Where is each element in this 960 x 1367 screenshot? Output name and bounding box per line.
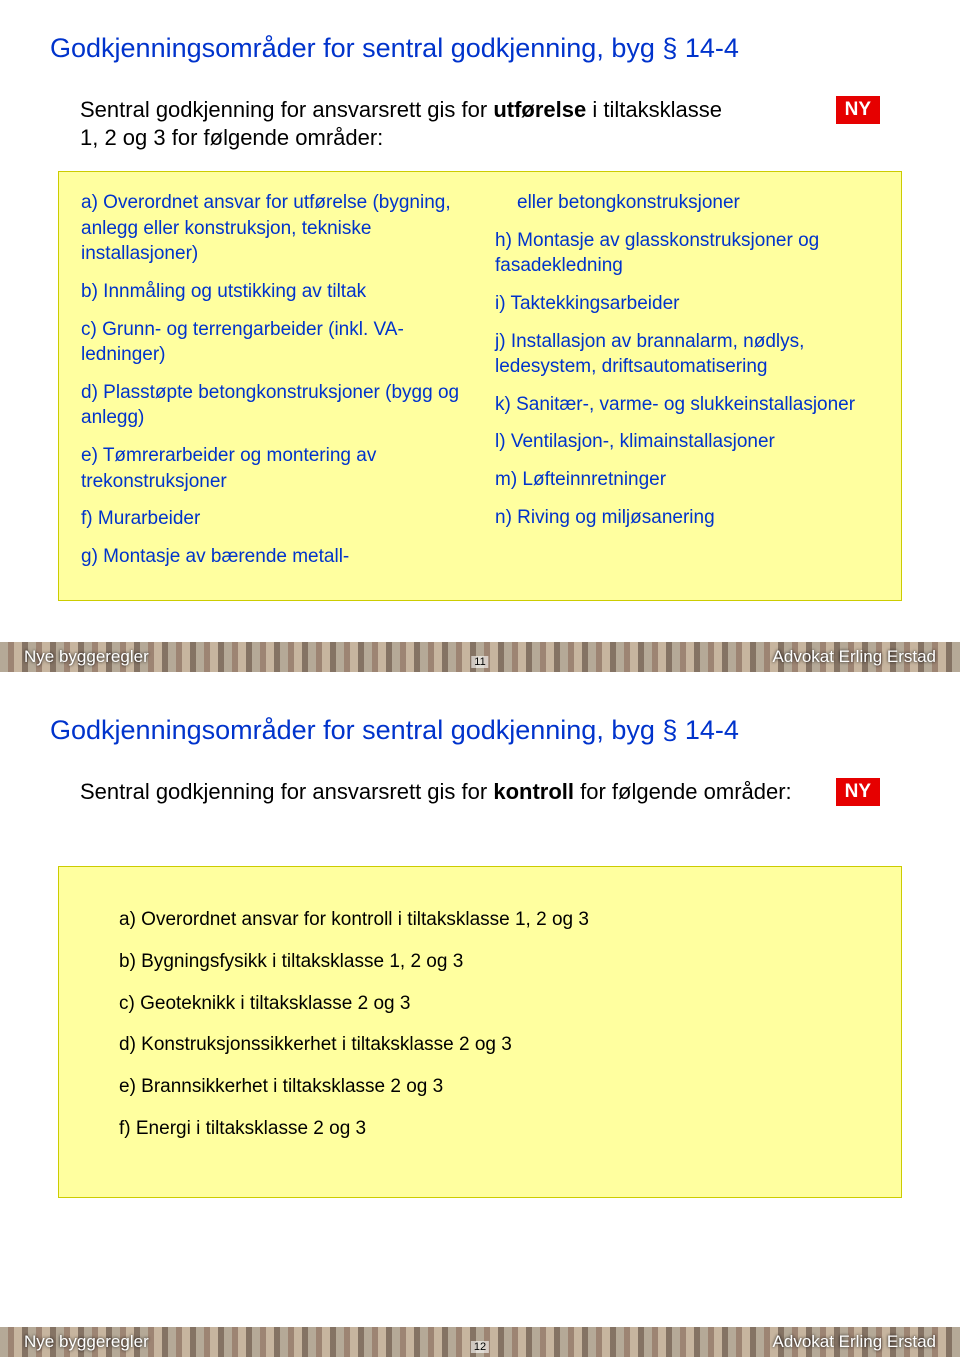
page-number: 12 — [471, 1341, 489, 1353]
intro-pre: Sentral godkjenning for ansvarsrett gis … — [80, 97, 493, 122]
intro-text: Sentral godkjenning for ansvarsrett gis … — [80, 96, 826, 153]
item-a: a) Overordnet ansvar for kontroll i tilt… — [119, 907, 873, 933]
item-d: d) Konstruksjonssikkerhet i tiltaksklass… — [119, 1032, 873, 1058]
slide-1: Godkjenningsområder for sentral godkjenn… — [0, 0, 960, 682]
item-g-cont: eller betongkonstruksjoner — [495, 190, 879, 216]
item-h: h) Montasje av glasskonstruksjoner og fa… — [495, 228, 879, 279]
item-a: a) Overordnet ansvar for utførelse (bygn… — [81, 190, 465, 267]
intro-post1: i tiltaksklasse — [586, 97, 722, 122]
item-b: b) Bygningsfysikk i tiltaksklasse 1, 2 o… — [119, 949, 873, 975]
item-c: c) Grunn- og terrengarbeider (inkl. VA-l… — [81, 317, 465, 368]
intro-line2: 1, 2 og 3 for følgende områder: — [80, 125, 383, 150]
intro-bold: utførelse — [493, 97, 586, 122]
item-g: g) Montasje av bærende metall- — [81, 544, 465, 570]
item-m: m) Løfteinnretninger — [495, 467, 879, 493]
item-e: e) Tømrerarbeider og montering av trekon… — [81, 443, 465, 494]
footer-left: Nye byggeregler — [24, 647, 149, 667]
footer-left: Nye byggeregler — [24, 1332, 149, 1352]
slide-title: Godkjenningsområder for sentral godkjenn… — [50, 32, 870, 66]
intro-row: Sentral godkjenning for ansvarsrett gis … — [80, 96, 880, 153]
item-f: f) Murarbeider — [81, 506, 465, 532]
intro-post: for følgende områder: — [574, 779, 792, 804]
item-i: i) Taktekkingsarbeider — [495, 291, 879, 317]
ny-badge: NY — [836, 96, 880, 124]
left-column: a) Overordnet ansvar for utførelse (bygn… — [81, 190, 465, 582]
right-column: eller betongkonstruksjoner h) Montasje a… — [495, 190, 879, 582]
item-b: b) Innmåling og utstikking av tiltak — [81, 279, 465, 305]
item-k: k) Sanitær-, varme- og slukkeinstallasjo… — [495, 392, 879, 418]
intro-row: Sentral godkjenning for ansvarsrett gis … — [80, 778, 880, 807]
footer-right: Advokat Erling Erstad — [773, 647, 936, 667]
item-f: f) Energi i tiltaksklasse 2 og 3 — [119, 1116, 873, 1142]
item-e: e) Brannsikkerhet i tiltaksklasse 2 og 3 — [119, 1074, 873, 1100]
item-l: l) Ventilasjon-, klimainstallasjoner — [495, 429, 879, 455]
slide-2: Godkjenningsområder for sentral godkjenn… — [0, 682, 960, 1367]
footer-right: Advokat Erling Erstad — [773, 1332, 936, 1352]
item-d: d) Plasstøpte betongkonstruksjoner (bygg… — [81, 380, 465, 431]
item-c: c) Geoteknikk i tiltaksklasse 2 og 3 — [119, 991, 873, 1017]
ny-badge: NY — [836, 778, 880, 806]
page-number: 11 — [471, 656, 488, 668]
slide-title: Godkjenningsområder for sentral godkjenn… — [50, 714, 870, 748]
content-box: a) Overordnet ansvar for kontroll i tilt… — [58, 866, 902, 1198]
intro-text: Sentral godkjenning for ansvarsrett gis … — [80, 778, 826, 807]
content-box: a) Overordnet ansvar for utførelse (bygn… — [58, 171, 902, 601]
intro-pre: Sentral godkjenning for ansvarsrett gis … — [80, 779, 493, 804]
intro-bold: kontroll — [493, 779, 574, 804]
item-n: n) Riving og miljøsanering — [495, 505, 879, 531]
item-j: j) Installasjon av brannalarm, nødlys, l… — [495, 329, 879, 380]
